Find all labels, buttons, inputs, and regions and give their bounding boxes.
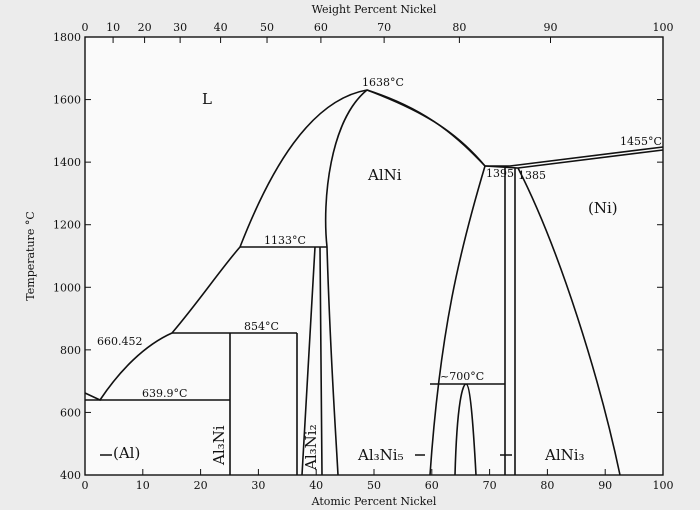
label: 854°C	[244, 320, 279, 333]
bottom-axis-title: Atomic Percent Nickel	[311, 495, 437, 508]
x-tick-label: 20	[194, 479, 208, 492]
label: 639.9°C	[142, 387, 187, 400]
top-tick-label: 70	[377, 21, 391, 34]
top-tick-label: 0	[82, 21, 89, 34]
label: L	[202, 90, 212, 108]
y-tick-label: 1400	[53, 156, 81, 169]
y-tick-label: 800	[60, 344, 81, 357]
label: (Ni)	[588, 199, 618, 217]
label: 1455°C	[620, 135, 662, 148]
top-tick-label: 80	[452, 21, 466, 34]
y-tick-label: 600	[60, 406, 81, 419]
label: Al₃Ni	[210, 425, 228, 466]
top-tick-label: 20	[138, 21, 152, 34]
y-tick-label: 1000	[53, 281, 81, 294]
x-tick-label: 90	[598, 479, 612, 492]
top-tick-label: 60	[314, 21, 328, 34]
label: Al₃Ni₂	[302, 424, 320, 471]
top-axis-title: Weight Percent Nickel	[312, 3, 437, 16]
plot-frame	[84, 36, 664, 476]
x-tick-label: 70	[483, 479, 497, 492]
top-tick-label: 90	[543, 21, 557, 34]
label: 1385	[518, 169, 546, 182]
label: 1395	[486, 167, 514, 180]
left-axis-title: Temperature °C	[24, 211, 37, 300]
top-tick-label: 30	[173, 21, 187, 34]
annotations: L 1638°C AlNi 1133°C 854°C 660.452 639.9…	[97, 76, 662, 471]
x-tick-label: 100	[653, 479, 674, 492]
top-tick-label: 50	[260, 21, 274, 34]
y-tick-label: 1800	[53, 31, 81, 44]
label: 660.452	[97, 335, 143, 348]
x-tick-label: 80	[540, 479, 554, 492]
label: ~700°C	[440, 370, 484, 383]
phase-boundaries	[84, 89, 664, 476]
label: 1638°C	[362, 76, 404, 89]
x-tick-label: 30	[251, 479, 265, 492]
top-tick-label: 40	[214, 21, 228, 34]
x-tick-label: 60	[425, 479, 439, 492]
top-tick-label: 10	[106, 21, 120, 34]
label: Al₃Ni₅	[357, 446, 404, 464]
x-tick-label: 40	[309, 479, 323, 492]
top-tick-label: 100	[653, 21, 674, 34]
x-tick-label: 0	[82, 479, 89, 492]
y-tick-label: 1200	[53, 219, 81, 232]
x-tick-label: 50	[367, 479, 381, 492]
label: 1133°C	[264, 234, 306, 247]
label: AlNi	[367, 166, 402, 184]
x-tick-label: 10	[136, 479, 150, 492]
y-tick-label: 1600	[53, 94, 81, 107]
label: (Al)	[113, 444, 140, 462]
label: AlNi₃	[544, 446, 585, 464]
y-tick-label: 400	[60, 469, 81, 482]
